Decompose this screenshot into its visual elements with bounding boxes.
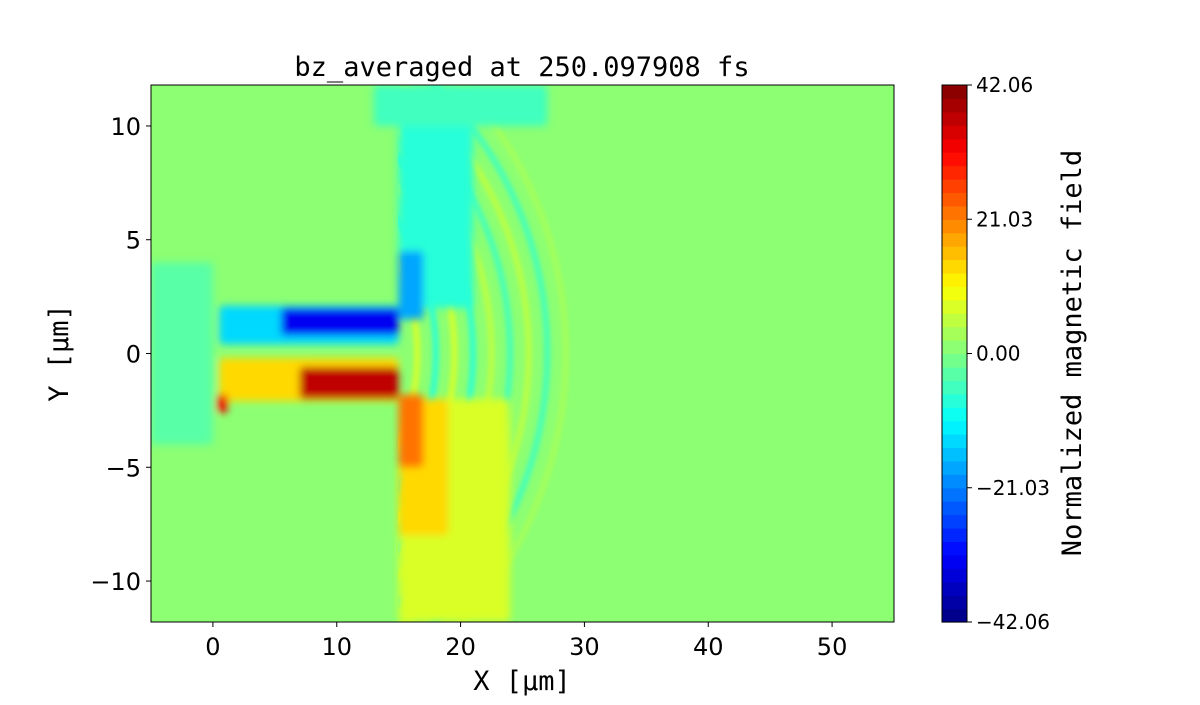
field-region [398, 394, 424, 468]
colorbar [942, 85, 967, 623]
colorbar-level [942, 232, 967, 247]
x-tick-label: 40 [693, 633, 724, 661]
y-tick-label: 10 [110, 113, 141, 141]
colorbar-ticks: −42.06 −21.03 0.00 21.03 42.06 [967, 73, 1050, 634]
wavefront-ring [398, 182, 458, 525]
y-tick-label: 0 [126, 341, 141, 369]
colorbar-tick-label: 21.03 [976, 207, 1033, 231]
colorbar-tick-label: −21.03 [976, 476, 1050, 500]
colorbar-level [942, 299, 967, 314]
x-axis-ticks: 0 10 20 30 40 50 [205, 622, 847, 661]
colorbar-level [942, 514, 967, 529]
wavefront-ring [398, 99, 514, 608]
colorbar-level [942, 554, 967, 569]
colorbar-level [942, 111, 967, 126]
y-axis-label: Y [μm] [44, 304, 75, 402]
colorbar-level [942, 286, 967, 301]
wavefront-ring [398, 125, 495, 582]
colorbar-level [942, 581, 967, 596]
colorbar-level [942, 608, 967, 623]
colorbar-level [942, 528, 967, 543]
colorbar-level [942, 219, 967, 234]
plot-area [151, 85, 894, 622]
colorbar-level [942, 380, 967, 395]
colorbar-level [942, 595, 967, 610]
colorbar-tick-label: 0.00 [976, 342, 1021, 366]
colorbar-level [942, 568, 967, 583]
colorbar-level [942, 152, 967, 167]
colorbar-label: Normalized magnetic field [1057, 150, 1088, 556]
colorbar-level [942, 326, 967, 341]
wavefront-rings [398, 85, 570, 622]
x-tick-label: 0 [205, 633, 220, 661]
y-tick-label: 5 [126, 227, 141, 255]
colorbar-level [942, 393, 967, 408]
colorbar-level [942, 192, 967, 207]
colorbar-level [942, 138, 967, 153]
field-region [216, 394, 228, 413]
colorbar-level [942, 165, 967, 180]
x-axis-label: X [μm] [473, 666, 571, 697]
colorbar-level [942, 205, 967, 220]
colorbar-level [942, 501, 967, 516]
wavefront-ring [398, 153, 477, 554]
colorbar-level [942, 366, 967, 381]
field-region [151, 262, 213, 445]
colorbar-level [942, 474, 967, 489]
field-region [398, 251, 424, 320]
colorbar-level [942, 460, 967, 475]
y-axis-ticks: −10 −5 0 5 10 [90, 113, 151, 596]
y-tick-label: −5 [106, 454, 141, 482]
colorbar-level [942, 340, 967, 355]
colorbar-level [942, 487, 967, 502]
colorbar-level [942, 178, 967, 193]
colorbar-level [942, 98, 967, 113]
colorbar-level [942, 259, 967, 274]
wavefront-ring [428, 85, 551, 622]
colorbar-level [942, 353, 967, 368]
colorbar-tick-label: −42.06 [976, 610, 1050, 634]
colorbar-level [942, 434, 967, 449]
wavefront-ring [398, 213, 440, 494]
colorbar-level [942, 85, 967, 100]
y-tick-label: −10 [90, 568, 141, 596]
colorbar-level [942, 541, 967, 556]
x-tick-label: 10 [321, 633, 352, 661]
field-region [281, 307, 399, 336]
wavefront-ring [456, 85, 570, 622]
field-regions [151, 85, 548, 622]
chart-title: bz_averaged at 250.097908 fs [294, 52, 749, 83]
colorbar-level [942, 313, 967, 328]
wavefront-ring [398, 85, 533, 622]
colorbar-level [942, 447, 967, 462]
colorbar-tick-label: 42.06 [976, 73, 1033, 97]
colorbar-level [942, 407, 967, 422]
x-tick-label: 30 [569, 633, 600, 661]
x-tick-label: 20 [445, 633, 476, 661]
field-region [373, 85, 548, 126]
colorbar-level [942, 125, 967, 140]
x-tick-label: 50 [817, 633, 848, 661]
wavefront-ring [398, 253, 421, 454]
colorbar-level [942, 420, 967, 435]
colorbar-level [942, 272, 967, 287]
field-region [299, 367, 399, 400]
colorbar-level [942, 246, 967, 261]
